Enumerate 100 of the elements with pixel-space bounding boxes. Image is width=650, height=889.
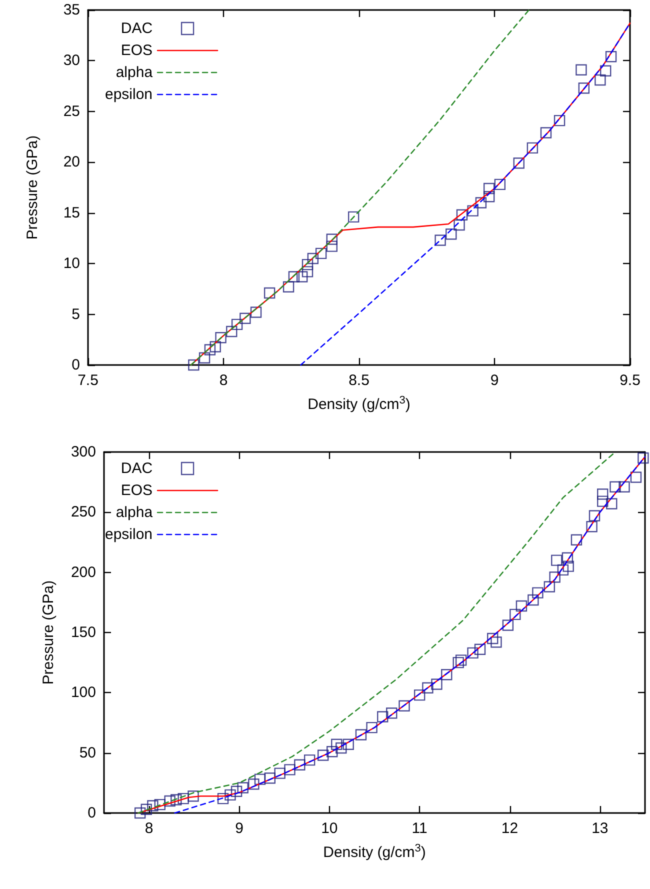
point bbox=[588, 510, 600, 522]
point bbox=[215, 332, 226, 344]
y-tick-label: 0 bbox=[72, 356, 80, 374]
point bbox=[597, 496, 608, 507]
point bbox=[549, 572, 560, 583]
point bbox=[513, 158, 524, 169]
point bbox=[605, 51, 617, 62]
legend-label: epsilon bbox=[104, 86, 153, 103]
x-tick-label: 12 bbox=[501, 820, 518, 837]
point bbox=[431, 678, 442, 690]
legend-label: DAC bbox=[120, 20, 153, 37]
y-tick-label: 15 bbox=[63, 204, 80, 222]
point bbox=[475, 197, 487, 208]
point bbox=[307, 252, 319, 264]
y-tick-label: 300 bbox=[70, 444, 96, 460]
point bbox=[315, 248, 327, 260]
point bbox=[198, 352, 210, 364]
point bbox=[282, 281, 294, 292]
point bbox=[422, 682, 434, 694]
point bbox=[147, 800, 158, 812]
point bbox=[487, 632, 498, 644]
point bbox=[188, 790, 199, 802]
point bbox=[570, 534, 582, 546]
point bbox=[630, 472, 642, 483]
y-tick-label: 250 bbox=[70, 504, 96, 521]
point bbox=[532, 587, 544, 598]
point bbox=[586, 521, 598, 532]
point bbox=[210, 341, 221, 352]
y-tick-label: 10 bbox=[63, 255, 80, 272]
point bbox=[434, 234, 446, 246]
point bbox=[342, 738, 354, 750]
point bbox=[224, 789, 236, 801]
legend-label: DAC bbox=[120, 460, 153, 477]
point bbox=[134, 807, 146, 819]
y-tick-label: 30 bbox=[63, 52, 80, 70]
point bbox=[578, 82, 590, 94]
point bbox=[526, 142, 538, 154]
point bbox=[154, 798, 166, 810]
x-tick-label: 9 bbox=[490, 372, 499, 389]
point bbox=[318, 750, 329, 761]
point bbox=[326, 746, 338, 758]
legend-label: EOS bbox=[120, 482, 153, 499]
line-series bbox=[300, 22, 631, 366]
point bbox=[348, 211, 360, 223]
legend-label: epsilon bbox=[104, 526, 153, 543]
point bbox=[562, 560, 574, 572]
point bbox=[226, 326, 238, 338]
point bbox=[557, 564, 569, 576]
point bbox=[204, 344, 216, 356]
point bbox=[490, 636, 502, 648]
x-tick-label: 8.5 bbox=[348, 372, 370, 389]
point bbox=[250, 306, 262, 318]
y-tick-label: 0 bbox=[88, 804, 96, 822]
point bbox=[274, 768, 286, 779]
point bbox=[494, 178, 506, 190]
x-tick-label: 9 bbox=[235, 820, 244, 837]
point bbox=[240, 312, 251, 324]
point bbox=[554, 114, 566, 126]
y-tick-label: 200 bbox=[70, 564, 96, 581]
x-tick-label: 11 bbox=[412, 820, 428, 837]
point bbox=[516, 600, 528, 612]
y-tick-label: 35 bbox=[63, 2, 80, 18]
point bbox=[230, 786, 242, 797]
point bbox=[355, 729, 367, 740]
x-tick-label: 8 bbox=[219, 372, 228, 389]
x-tick-label: 8 bbox=[144, 820, 154, 837]
point bbox=[217, 792, 229, 804]
point bbox=[164, 795, 176, 807]
point bbox=[483, 191, 495, 202]
point bbox=[610, 481, 621, 492]
point bbox=[597, 488, 608, 500]
point bbox=[446, 228, 457, 240]
point bbox=[264, 772, 276, 784]
legend-label: alpha bbox=[116, 64, 154, 81]
point bbox=[366, 722, 378, 734]
x-tick-label: 10 bbox=[321, 820, 338, 837]
point bbox=[528, 594, 539, 606]
point bbox=[551, 554, 562, 566]
point bbox=[600, 65, 612, 76]
point bbox=[414, 689, 426, 701]
y-tick-label: 20 bbox=[63, 154, 80, 171]
y-tick-label: 25 bbox=[63, 102, 80, 120]
point bbox=[326, 240, 338, 252]
point bbox=[398, 700, 410, 712]
point bbox=[140, 804, 152, 815]
point bbox=[331, 738, 342, 750]
legend-label: EOS bbox=[120, 42, 153, 59]
point bbox=[377, 711, 388, 722]
point bbox=[483, 182, 495, 194]
point bbox=[606, 498, 618, 510]
point bbox=[178, 792, 189, 804]
x-tick-label: 7.5 bbox=[78, 372, 98, 389]
point bbox=[474, 644, 486, 655]
point bbox=[467, 205, 478, 216]
point bbox=[304, 754, 316, 766]
point bbox=[326, 234, 338, 245]
point bbox=[455, 654, 467, 666]
point bbox=[264, 287, 276, 299]
point bbox=[288, 271, 300, 282]
point bbox=[386, 708, 398, 719]
